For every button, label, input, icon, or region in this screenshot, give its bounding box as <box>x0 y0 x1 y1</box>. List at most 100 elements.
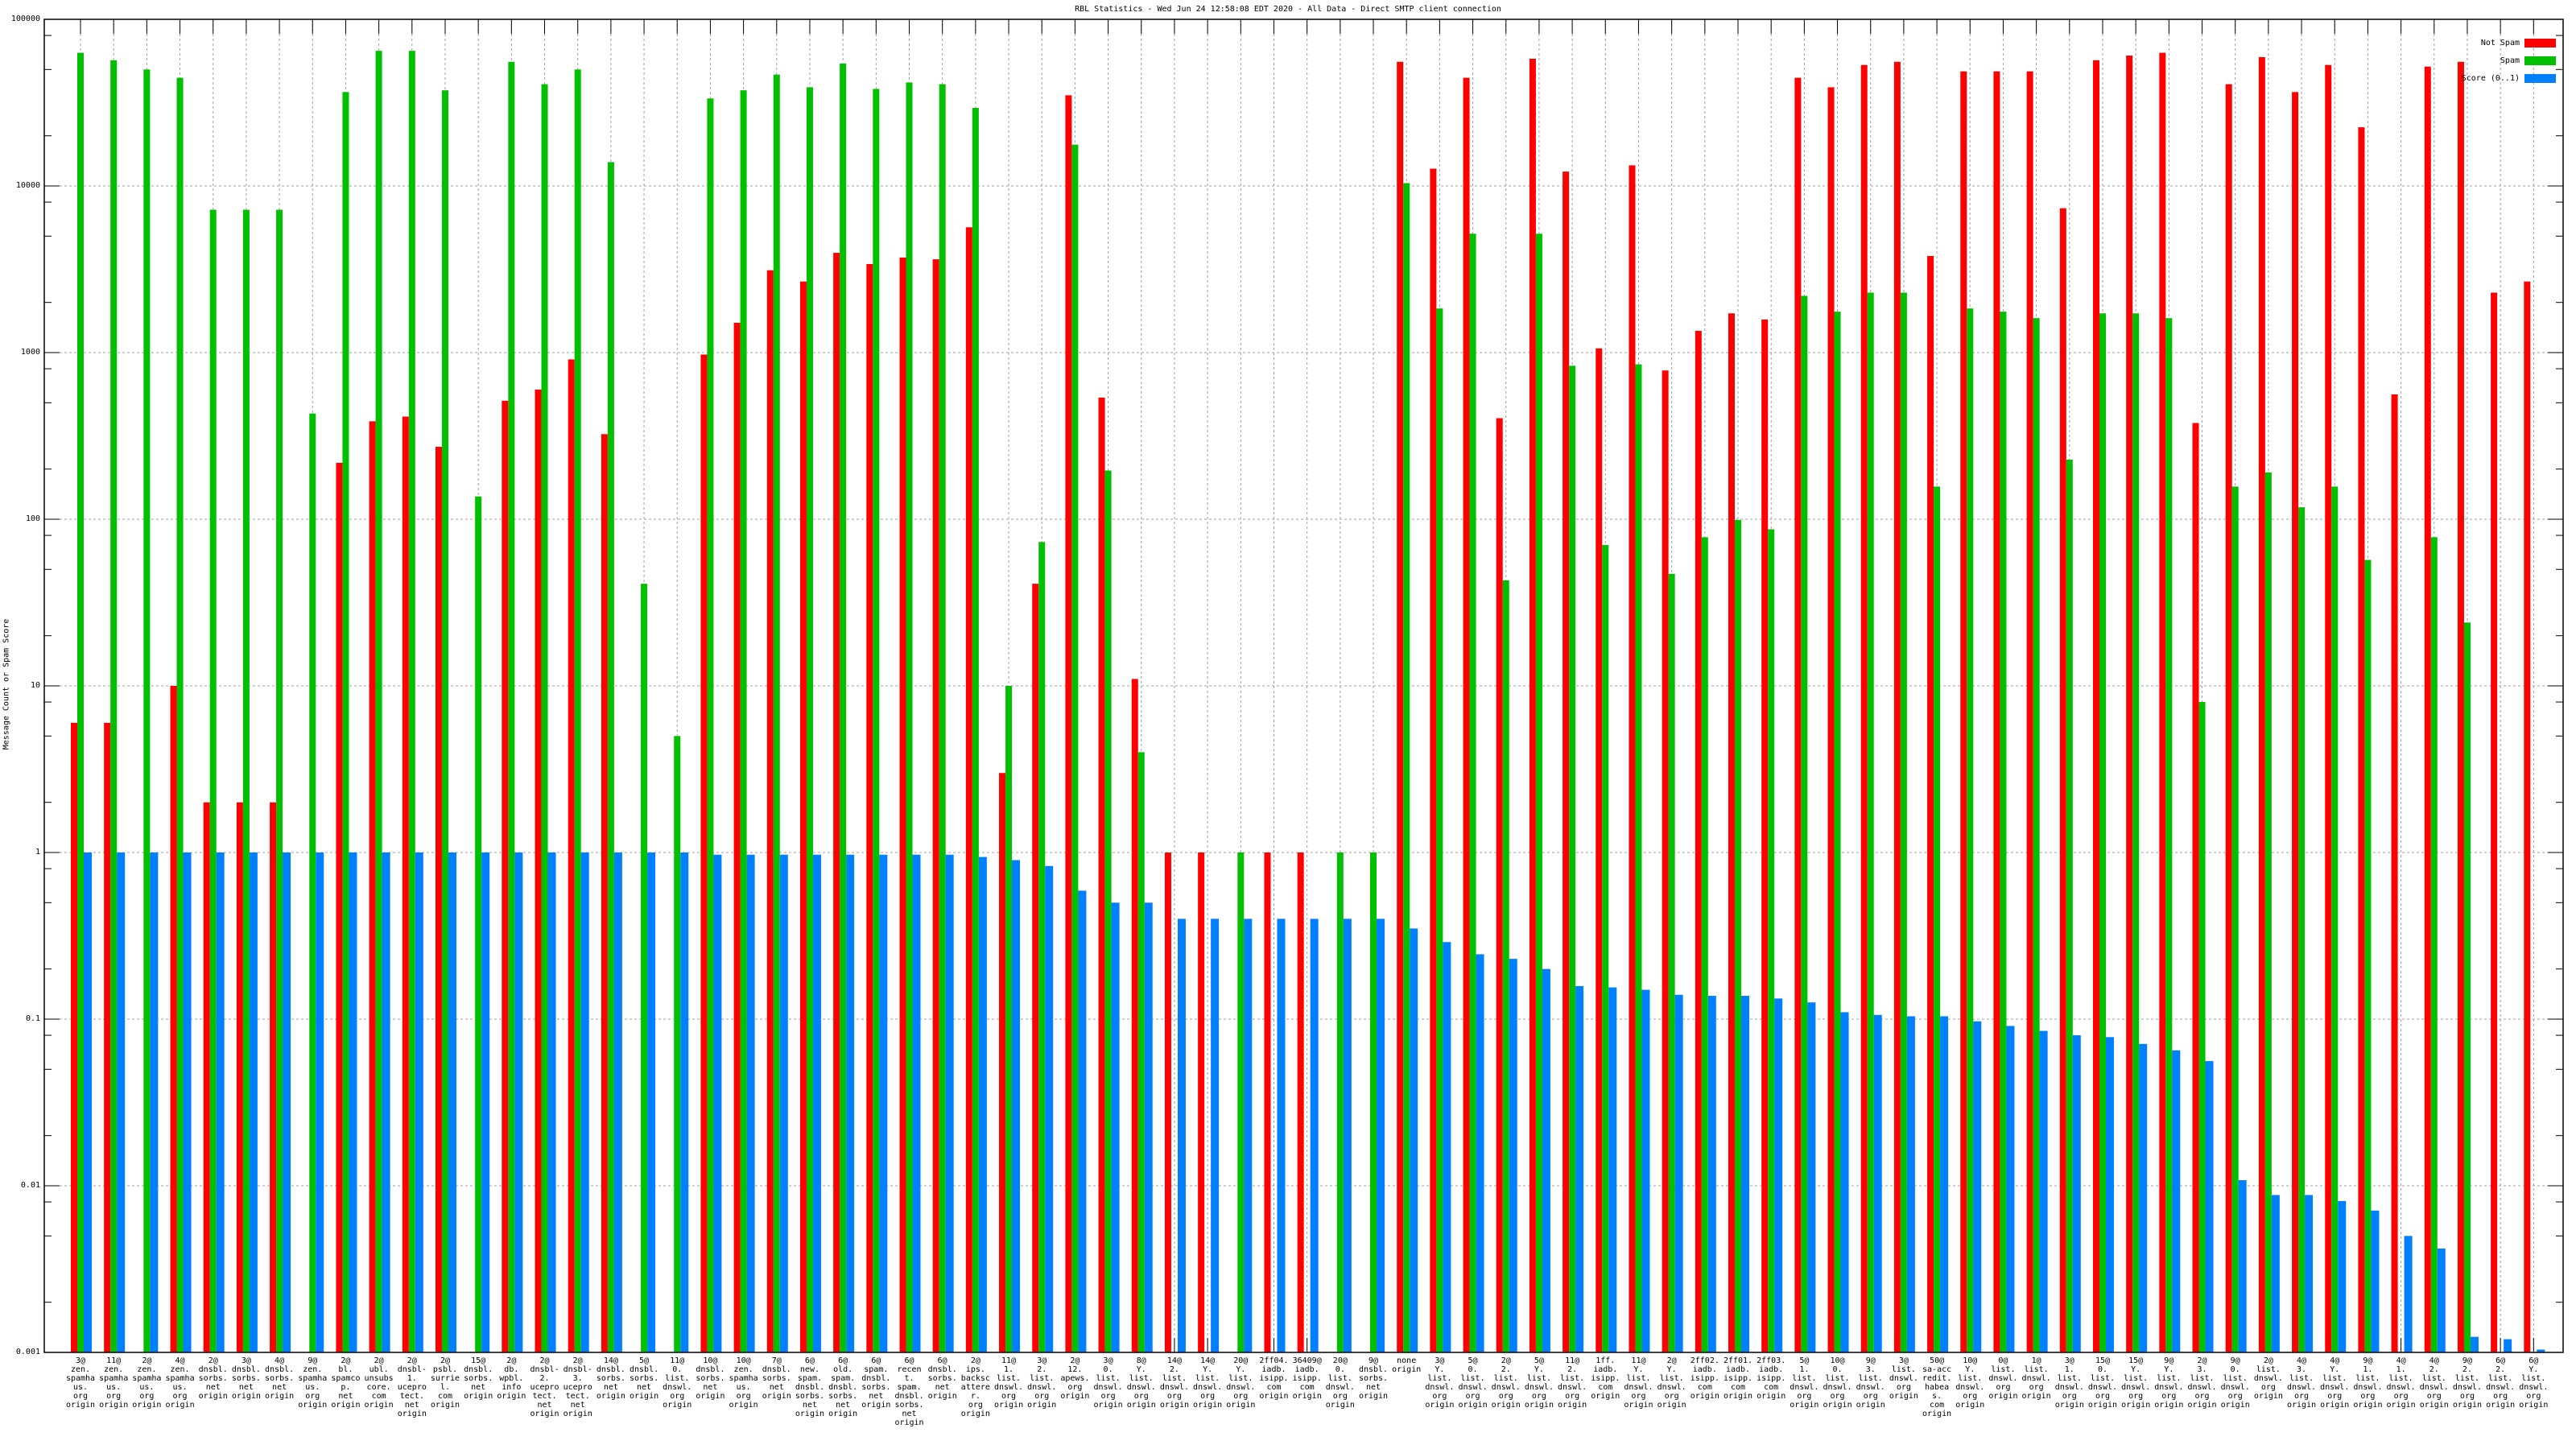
score-bar <box>1277 919 1286 1352</box>
spam-bar <box>873 89 880 1352</box>
not-spam-bar <box>1596 348 1603 1352</box>
spam-bar <box>1071 144 1079 1352</box>
not-spam-bar <box>2159 52 2166 1353</box>
score-bar <box>1343 919 1352 1352</box>
not-spam-bar <box>1198 852 1205 1352</box>
x-tick-label: 20@ Y. list. dnswl. org origin <box>1226 1356 1256 1410</box>
score-bar <box>613 852 622 1352</box>
spam-bar <box>1469 233 1476 1352</box>
x-tick-label: 10@ Y. list. dnswl. org origin <box>1955 1356 1985 1410</box>
score-bar <box>382 852 390 1352</box>
spam-bar <box>1735 519 1741 1352</box>
y-tick-label: 0.1 <box>25 1014 40 1023</box>
score-bar <box>1509 959 1517 1352</box>
x-tick-label: 3@ Y. list. dnswl. org origin <box>1425 1356 1455 1410</box>
spam-bar <box>2463 622 2471 1352</box>
not-spam-bar <box>1794 77 1802 1353</box>
y-axis-label: Message Count or Spam Score <box>2 618 11 750</box>
score-bar <box>2271 1195 2280 1352</box>
spam-bar <box>408 51 415 1352</box>
spam-bar <box>2165 318 2173 1353</box>
score-bar <box>1674 994 1683 1352</box>
spam-bar <box>1137 752 1145 1352</box>
not-spam-bar <box>1662 370 1669 1353</box>
spam-bar <box>972 108 979 1352</box>
score-bar <box>1012 860 1021 1352</box>
spam-bar <box>2033 318 2040 1353</box>
spam-bar <box>1005 686 1013 1352</box>
spam-bar <box>906 82 913 1353</box>
spam-bar <box>1237 852 1245 1352</box>
spam-bar <box>1635 364 1642 1352</box>
spam-bar <box>475 496 482 1352</box>
x-tick-label: 5@ 1. list. dnswl. org origin <box>1790 1356 1819 1410</box>
spam-bar <box>242 209 250 1352</box>
score-bar <box>150 852 159 1352</box>
score-bar <box>2437 1248 2446 1352</box>
not-spam-bar <box>2424 66 2431 1352</box>
x-tick-label: 9@ Y. list. dnswl. org origin <box>2154 1356 2184 1410</box>
not-spam-bar <box>1893 61 1901 1352</box>
x-tick-label: 3@ dnsbl. sorbs. net origin <box>231 1356 261 1401</box>
not-spam-bar <box>2292 92 2299 1353</box>
x-tick-label: 6@ 2. list. dnswl. org origin <box>2486 1356 2516 1410</box>
score-bar <box>1906 1016 1915 1352</box>
spam-bar <box>110 60 118 1353</box>
x-tick-label: 11@ Y. list. dnswl. org origin <box>1624 1356 1653 1410</box>
spam-bar <box>674 736 681 1352</box>
x-tick-label: 2@ list. dnswl. org origin <box>2253 1356 2283 1401</box>
not-spam-bar <box>1695 331 1702 1353</box>
not-spam-bar <box>866 263 873 1352</box>
score-bar <box>2072 1035 2081 1352</box>
x-tick-label: 10@ 0. list. dnswl. org origin <box>1823 1356 1852 1410</box>
legend-label: Not Spam <box>2480 39 2520 47</box>
score-bar <box>812 854 821 1352</box>
y-tick-label: 100 <box>25 514 40 523</box>
score-bar <box>1608 987 1617 1352</box>
spam-bar <box>1502 580 1509 1352</box>
spam-bar <box>1436 308 1443 1352</box>
x-tick-label: 15@ Y. list. dnswl. org origin <box>2121 1356 2151 1410</box>
x-tick-label: 3@ 2. list. dnswl. org origin <box>1027 1356 1057 1410</box>
x-tick-label: 4@ 3. list. dnswl. org origin <box>2286 1356 2317 1410</box>
spam-bar <box>276 209 283 1352</box>
score-bar <box>249 852 258 1352</box>
not-spam-bar <box>1563 171 1570 1352</box>
x-tick-label: 2@ dnsbl-1. uceprotect. net origin <box>397 1356 427 1418</box>
score-bar <box>1310 919 1319 1352</box>
score-bar <box>1045 865 1054 1352</box>
x-tick-label: 4@ 1. list. dnswl. org origin <box>2386 1356 2416 1410</box>
x-tick-label: 2@ Y. list. dnswl. org origin <box>1657 1356 1686 1410</box>
score-bar <box>1443 942 1451 1352</box>
x-tick-label: 0@ list. dnswl. org origin <box>1988 1356 2018 1401</box>
spam-bar <box>2099 313 2106 1352</box>
spam-bar <box>840 63 847 1352</box>
score-bar <box>1741 996 1749 1352</box>
score-bar <box>216 852 225 1352</box>
score-bar <box>2172 1050 2181 1352</box>
x-tick-label: 2@ dnsbl. sorbs. net origin <box>198 1356 228 1401</box>
spam-bar <box>375 51 382 1352</box>
not-spam-bar <box>2126 56 2133 1352</box>
x-tick-label: 1ff. iadb. isipp. com origin <box>1591 1356 1620 1401</box>
x-tick-label: 4@ Y. list. dnswl. org origin <box>2320 1356 2350 1410</box>
not-spam-bar <box>2491 292 2498 1353</box>
spam-bar <box>1104 470 1112 1353</box>
score-bar <box>283 852 291 1352</box>
spam-bar <box>309 413 316 1352</box>
x-tick-label: 2@ 3. list. dnswl. org origin <box>2187 1356 2217 1410</box>
x-tick-label: 2@ dnsbl-2. uceprotect. net origin <box>530 1356 559 1418</box>
spam-bar <box>1934 486 1941 1353</box>
score-bar <box>2470 1336 2479 1352</box>
x-tick-label: 9@ 3. list. dnswl. org origin <box>1856 1356 1885 1410</box>
spam-bar <box>2132 313 2140 1352</box>
spam-bar <box>143 69 151 1352</box>
spam-bar <box>2198 702 2206 1352</box>
x-tick-label: 1@ list. dnswl. org origin <box>2021 1356 2051 1401</box>
spam-bar <box>441 90 448 1352</box>
not-spam-bar <box>999 773 1006 1352</box>
x-tick-label: 2ff02. iadb. isipp. com origin <box>1690 1356 1719 1401</box>
score-bar <box>1111 902 1120 1352</box>
spam-bar <box>2298 507 2306 1353</box>
